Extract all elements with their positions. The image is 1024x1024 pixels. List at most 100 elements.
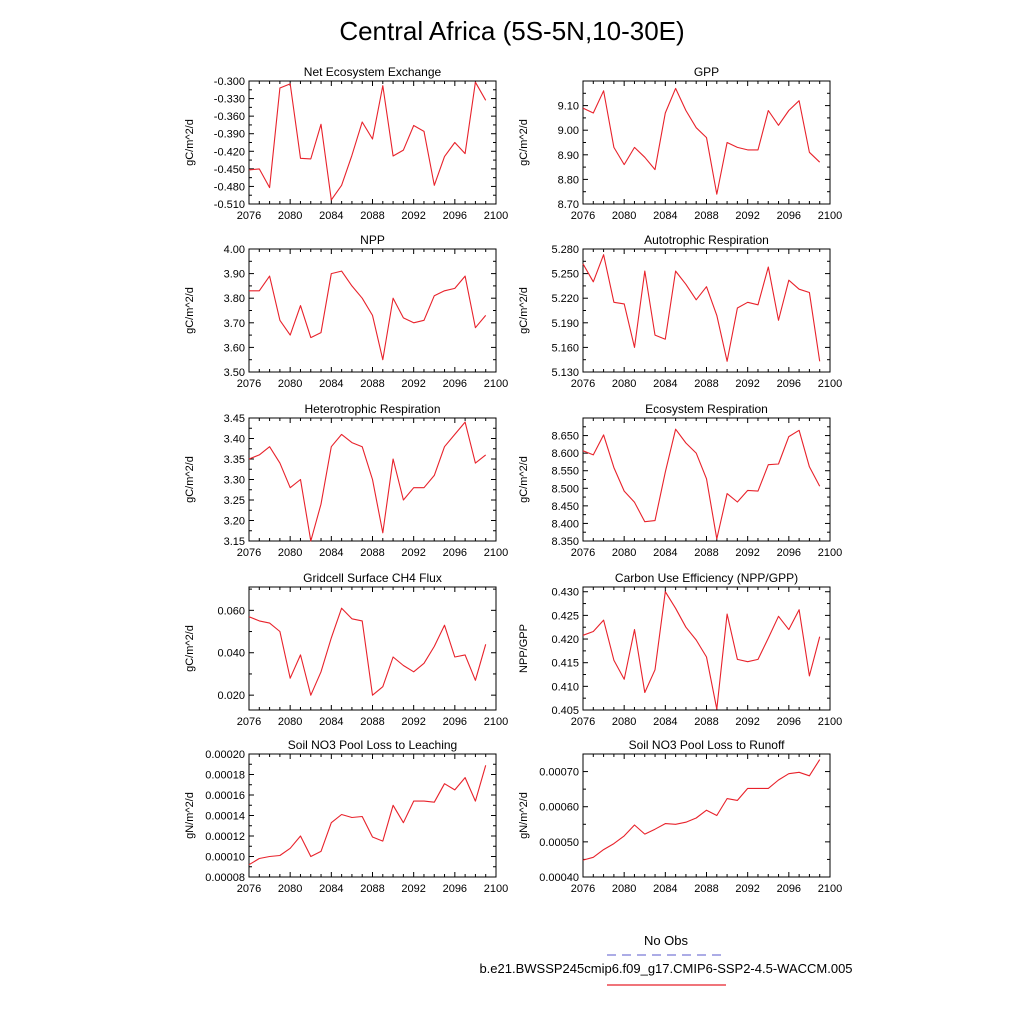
- y-tick-label: 8.450: [551, 501, 579, 513]
- x-tick-label: 2080: [612, 716, 636, 728]
- y-tick-label: 0.405: [551, 705, 579, 717]
- x-tick-label: 2080: [278, 883, 302, 895]
- y-tick-label: 0.00060: [539, 802, 579, 814]
- x-tick-label: 2084: [653, 210, 677, 222]
- y-tick-label: 0.00010: [205, 852, 245, 864]
- y-tick-label: 0.00012: [205, 831, 245, 843]
- chart-panel-3: Autotrophic Respiration gC/m^2/d 2076 2080 2…: [518, 233, 842, 390]
- x-tick-label: 2100: [484, 547, 508, 559]
- y-tick-label: 0.415: [551, 658, 579, 670]
- y-tick-label: 0.00070: [539, 767, 579, 779]
- y-tick-label: 0.425: [551, 610, 579, 622]
- x-tick-label: 2088: [694, 883, 718, 895]
- panel-title: Soil NO3 Pool Loss to Runoff: [629, 738, 786, 752]
- x-tick-label: 2088: [694, 716, 718, 728]
- x-tick-label: 2096: [777, 716, 801, 728]
- y-tick-label: -0.450: [214, 164, 245, 176]
- x-tick-label: 2084: [319, 210, 343, 222]
- x-tick-label: 2100: [484, 883, 508, 895]
- x-tick-label: 2092: [735, 883, 759, 895]
- x-tick-label: 2100: [484, 716, 508, 728]
- x-tick-label: 2088: [694, 378, 718, 390]
- y-axis-label: gC/m^2/d: [184, 625, 196, 672]
- chart-panel-4: Heterotrophic Respiration gC/m^2/d 2076 208…: [184, 402, 508, 559]
- x-tick-label: 2076: [571, 378, 595, 390]
- series-line-0: [249, 270, 487, 361]
- y-tick-label: 3.35: [224, 454, 245, 466]
- y-axis-label: gC/m^2/d: [518, 287, 530, 334]
- panel-title: NPP: [360, 233, 385, 247]
- panel-title: Ecosystem Respiration: [645, 402, 768, 416]
- x-tick-label: 2092: [735, 378, 759, 390]
- y-tick-label: 3.30: [224, 475, 245, 487]
- x-tick-label: 2084: [653, 378, 677, 390]
- y-tick-label: 8.500: [551, 483, 579, 495]
- chart-panel-7: Carbon Use Efficiency (NPP/GPP) NPP/GPP 20…: [518, 571, 842, 728]
- x-tick-label: 2088: [360, 378, 384, 390]
- x-tick-label: 2088: [694, 210, 718, 222]
- x-tick-label: 2092: [735, 716, 759, 728]
- y-tick-label: 0.430: [551, 587, 579, 599]
- y-tick-label: 5.130: [551, 367, 579, 379]
- y-tick-label: 5.190: [551, 318, 579, 330]
- x-tick-label: 2096: [443, 716, 467, 728]
- y-tick-label: 0.060: [217, 605, 245, 617]
- panel-title: Net Ecosystem Exchange: [304, 65, 442, 79]
- x-tick-label: 2088: [360, 883, 384, 895]
- x-tick-label: 2076: [571, 210, 595, 222]
- series-line-0: [248, 607, 487, 696]
- x-tick-label: 2076: [571, 716, 595, 728]
- panel-title: Soil NO3 Pool Loss to Leaching: [288, 738, 457, 752]
- y-tick-label: 0.00008: [205, 872, 245, 884]
- x-tick-label: 2084: [653, 716, 677, 728]
- x-tick-label: 2076: [237, 378, 261, 390]
- y-tick-label: 4.00: [224, 244, 245, 256]
- x-tick-label: 2080: [612, 378, 636, 390]
- x-tick-label: 2096: [777, 547, 801, 559]
- panel-title: Carbon Use Efficiency (NPP/GPP): [615, 571, 798, 585]
- y-axis-label: gC/m^2/d: [518, 456, 530, 503]
- y-tick-label: 0.00040: [539, 872, 579, 884]
- x-tick-label: 2076: [237, 883, 261, 895]
- figure-title: Central Africa (5S-5N,10-30E): [339, 16, 684, 46]
- x-tick-label: 2096: [443, 210, 467, 222]
- y-tick-label: 8.350: [551, 536, 579, 548]
- x-tick-label: 2100: [818, 716, 842, 728]
- y-tick-label: -0.360: [214, 111, 245, 123]
- y-tick-label: 8.550: [551, 466, 579, 478]
- x-tick-label: 2084: [319, 378, 343, 390]
- x-tick-label: 2088: [360, 716, 384, 728]
- series-line-0: [582, 591, 821, 710]
- legend: No Obs b.e21.BWSSP245cmip6.f09_g17.CMIP6…: [479, 933, 853, 986]
- y-tick-label: 8.70: [558, 199, 579, 211]
- series-line-0: [582, 759, 821, 861]
- x-tick-label: 2100: [484, 378, 508, 390]
- x-tick-label: 2092: [401, 547, 425, 559]
- y-tick-label: 0.00014: [205, 811, 245, 823]
- x-tick-label: 2080: [278, 378, 302, 390]
- chart-panel-2: NPP gC/m^2/d 2076 2080 2084 2088 2092 2096 2100 3…: [184, 233, 508, 390]
- y-axis-label: NPP/GPP: [518, 624, 530, 673]
- panels-group: Net Ecosystem Exchange gC/m^2/d 2076 2080 20…: [184, 65, 842, 895]
- x-tick-label: 2092: [735, 547, 759, 559]
- x-tick-label: 2080: [278, 210, 302, 222]
- x-tick-label: 2080: [612, 210, 636, 222]
- x-tick-label: 2088: [360, 210, 384, 222]
- y-tick-label: 0.00050: [539, 837, 579, 849]
- y-tick-label: 9.00: [558, 125, 579, 137]
- y-tick-label: -0.510: [214, 199, 245, 211]
- y-tick-label: 3.45: [224, 413, 245, 425]
- y-tick-label: 0.00020: [205, 749, 245, 761]
- x-tick-label: 2080: [612, 547, 636, 559]
- x-tick-label: 2100: [818, 883, 842, 895]
- y-tick-label: 0.00018: [205, 770, 245, 782]
- y-tick-label: 0.040: [217, 648, 245, 660]
- y-tick-label: 3.15: [224, 536, 245, 548]
- chart-panel-5: Ecosystem Respiration gC/m^2/d 2076 2080 208…: [518, 402, 842, 559]
- y-axis-label: gC/m^2/d: [184, 119, 196, 166]
- series-line-0: [582, 87, 821, 195]
- y-tick-label: 8.80: [558, 174, 579, 186]
- chart-panel-6: Gridcell Surface CH4 Flux gC/m^2/d 2076 208…: [184, 571, 508, 728]
